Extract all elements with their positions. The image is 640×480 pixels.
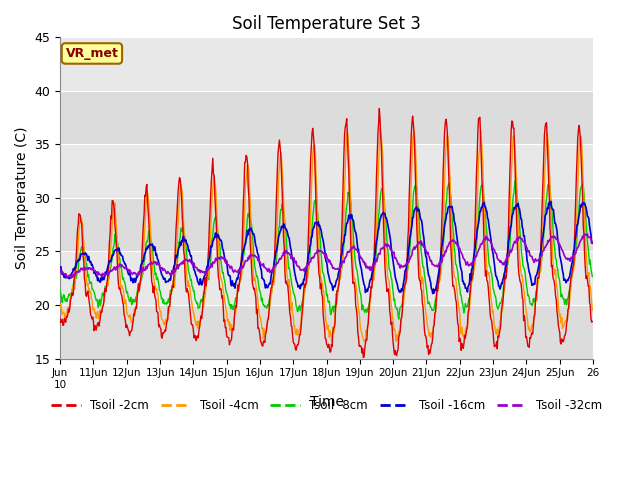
Tsoil -8cm xyxy=(395,316,403,322)
Tsoil -8cm xyxy=(56,288,64,293)
Tsoil -16cm xyxy=(119,253,127,259)
Bar xyxy=(60,37,593,91)
Bar xyxy=(60,144,593,198)
Tsoil -32cm xyxy=(67,275,75,281)
Bar xyxy=(60,198,593,252)
Tsoil -32cm xyxy=(218,254,225,260)
Tsoil -2cm xyxy=(376,106,383,111)
Tsoil -16cm xyxy=(381,211,388,216)
Tsoil -2cm xyxy=(383,279,390,285)
Tsoil -4cm xyxy=(383,256,390,262)
Tsoil -16cm xyxy=(547,199,554,204)
Line: Tsoil -2cm: Tsoil -2cm xyxy=(60,108,593,358)
Title: Soil Temperature Set 3: Soil Temperature Set 3 xyxy=(232,15,421,33)
Tsoil -8cm xyxy=(119,276,127,282)
Tsoil -8cm xyxy=(412,182,419,188)
Tsoil -4cm xyxy=(589,307,596,313)
Tsoil -32cm xyxy=(381,241,389,247)
Tsoil -32cm xyxy=(244,258,252,264)
Tsoil -16cm xyxy=(243,234,251,240)
Tsoil -16cm xyxy=(263,284,271,290)
Tsoil -4cm xyxy=(263,326,271,332)
Line: Tsoil -8cm: Tsoil -8cm xyxy=(60,180,593,319)
Y-axis label: Soil Temperature (C): Soil Temperature (C) xyxy=(15,127,29,269)
Bar xyxy=(60,91,593,144)
Bar xyxy=(60,252,593,305)
Tsoil -4cm xyxy=(119,286,127,291)
Tsoil -4cm xyxy=(376,126,384,132)
Tsoil -32cm xyxy=(589,239,596,245)
Tsoil -4cm xyxy=(56,306,64,312)
Bar xyxy=(60,305,593,359)
Tsoil -16cm xyxy=(56,264,64,270)
Tsoil -16cm xyxy=(216,238,224,243)
Tsoil -8cm xyxy=(216,253,224,259)
Tsoil -8cm xyxy=(589,274,596,279)
Tsoil -2cm xyxy=(360,355,367,360)
Tsoil -2cm xyxy=(243,154,251,160)
Tsoil -8cm xyxy=(511,178,519,183)
Tsoil -32cm xyxy=(412,244,419,250)
Tsoil -2cm xyxy=(589,319,596,324)
Tsoil -2cm xyxy=(216,286,224,291)
Legend: Tsoil -2cm, Tsoil -4cm, Tsoil -8cm, Tsoil -16cm, Tsoil -32cm: Tsoil -2cm, Tsoil -4cm, Tsoil -8cm, Tsoi… xyxy=(47,395,607,417)
Tsoil -2cm xyxy=(119,299,127,305)
Tsoil -32cm xyxy=(120,264,127,270)
Tsoil -32cm xyxy=(56,269,64,275)
Line: Tsoil -16cm: Tsoil -16cm xyxy=(60,202,593,294)
Tsoil -16cm xyxy=(429,291,436,297)
Tsoil -8cm xyxy=(243,224,251,229)
Tsoil -2cm xyxy=(263,323,271,328)
Line: Tsoil -32cm: Tsoil -32cm xyxy=(60,234,593,278)
Tsoil -4cm xyxy=(412,160,420,166)
Tsoil -32cm xyxy=(581,231,589,237)
Tsoil -16cm xyxy=(589,240,596,246)
Tsoil -4cm xyxy=(243,170,251,176)
Tsoil -4cm xyxy=(216,274,224,279)
Tsoil -32cm xyxy=(264,268,271,274)
Tsoil -2cm xyxy=(412,200,420,206)
Tsoil -8cm xyxy=(263,305,271,311)
X-axis label: Time: Time xyxy=(310,396,344,409)
Tsoil -4cm xyxy=(328,339,336,345)
Tsoil -2cm xyxy=(56,316,64,322)
Text: VR_met: VR_met xyxy=(65,47,118,60)
Tsoil -16cm xyxy=(411,207,419,213)
Tsoil -8cm xyxy=(381,208,388,214)
Line: Tsoil -4cm: Tsoil -4cm xyxy=(60,129,593,342)
